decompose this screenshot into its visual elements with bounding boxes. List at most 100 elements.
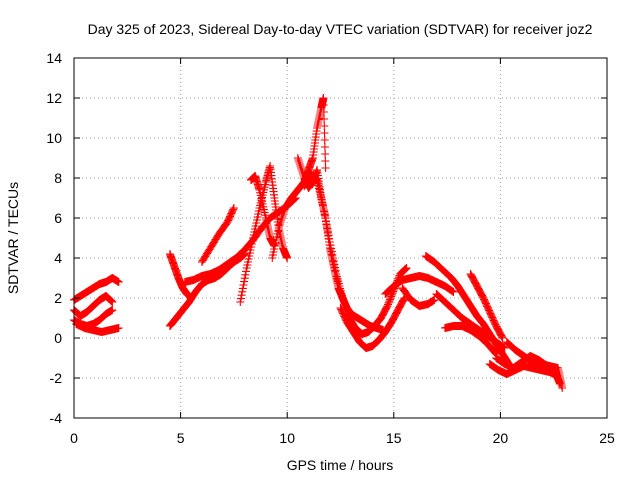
data-point [108, 298, 117, 306]
x-tick-label: 0 [70, 430, 78, 446]
data-point [321, 157, 330, 165]
data-point [239, 281, 248, 289]
data-point [320, 115, 329, 123]
data-point [324, 231, 333, 240]
data-point [322, 217, 331, 226]
data-point [448, 287, 457, 296]
data-point [297, 166, 306, 174]
data-point [342, 306, 351, 314]
data-point [449, 288, 458, 296]
series-6 [165, 250, 249, 330]
y-tick-label: 4 [54, 250, 62, 266]
series-4 [72, 320, 123, 336]
series-15 [381, 272, 458, 298]
data-point [323, 227, 332, 236]
data-point [320, 122, 329, 130]
y-axis-label: SDTVAR / TECUs [5, 182, 21, 294]
data-point [240, 277, 249, 286]
x-tick-label: 25 [599, 430, 615, 446]
data-point [497, 332, 506, 341]
series-8 [197, 204, 238, 266]
y-tick-label: 12 [46, 90, 62, 106]
x-tick-label: 5 [177, 430, 185, 446]
data-point [320, 207, 329, 216]
series-19 [440, 322, 501, 358]
data-point [341, 302, 350, 310]
grid-lines [74, 58, 607, 418]
data-point [320, 210, 329, 219]
data-point [229, 204, 238, 212]
data-point [311, 174, 320, 183]
data-point [500, 344, 509, 352]
data-point [491, 349, 500, 357]
data-point [107, 297, 116, 306]
data-point [238, 284, 247, 293]
data-point [319, 108, 328, 116]
y-tick-label: 0 [54, 330, 62, 346]
series-14 [336, 294, 409, 352]
y-tick-label: 2 [54, 290, 62, 306]
data-point [401, 264, 410, 273]
y-tick-labels: -4 -2 0 2 4 6 8 10 12 14 [46, 50, 62, 426]
data-point [340, 300, 349, 308]
data-point [490, 348, 499, 356]
y-tick-label: 10 [46, 130, 62, 146]
series-16 [398, 284, 439, 310]
data-point [294, 156, 303, 164]
series-18 [432, 290, 509, 352]
data-point [114, 278, 123, 286]
axis-ticks [73, 57, 608, 419]
series-2 [70, 292, 117, 320]
data-point [278, 212, 287, 220]
data-point [323, 224, 332, 233]
data-point [319, 94, 328, 102]
data-point [295, 158, 304, 166]
data-point [321, 164, 330, 172]
data-point [277, 214, 286, 222]
data-point [498, 342, 507, 351]
data-point [274, 224, 283, 232]
y-tick-label: -4 [50, 410, 63, 426]
data-point [275, 222, 284, 230]
data-point [236, 294, 245, 303]
data-point [275, 220, 284, 228]
data-point [298, 168, 307, 176]
data-point [339, 298, 348, 306]
series-20 [466, 270, 507, 342]
x-tick-label: 10 [279, 430, 295, 446]
data-point [114, 324, 123, 332]
data-point [319, 101, 328, 109]
data-point [279, 210, 288, 218]
y-tick-label: -2 [50, 370, 63, 386]
y-tick-label: 8 [54, 170, 62, 186]
data-point [339, 296, 348, 304]
data-point [402, 264, 411, 272]
data-point [320, 143, 329, 151]
data-point [240, 274, 249, 283]
data-point [279, 208, 288, 216]
series-23 [502, 338, 567, 392]
data-point [295, 160, 304, 168]
data-point [237, 291, 246, 300]
series-9 [236, 162, 292, 306]
data-point [447, 286, 456, 295]
data-point [296, 162, 305, 170]
data-point [283, 254, 292, 262]
series-13 [300, 170, 411, 338]
data-point [430, 296, 439, 304]
data-point [241, 270, 250, 279]
series-17 [421, 252, 513, 368]
data-point [311, 174, 320, 183]
data-point [322, 221, 331, 229]
data-point [276, 218, 285, 226]
chart-title: Day 325 of 2023, Sidereal Day-to-day VTE… [88, 21, 593, 37]
data-point [499, 343, 508, 352]
data-point [229, 205, 238, 214]
data-points [70, 94, 567, 392]
x-tick-labels: 0 5 10 15 20 25 [70, 430, 615, 446]
x-tick-label: 15 [386, 430, 402, 446]
data-point [312, 175, 321, 184]
data-point [325, 234, 334, 243]
data-point [321, 150, 330, 158]
